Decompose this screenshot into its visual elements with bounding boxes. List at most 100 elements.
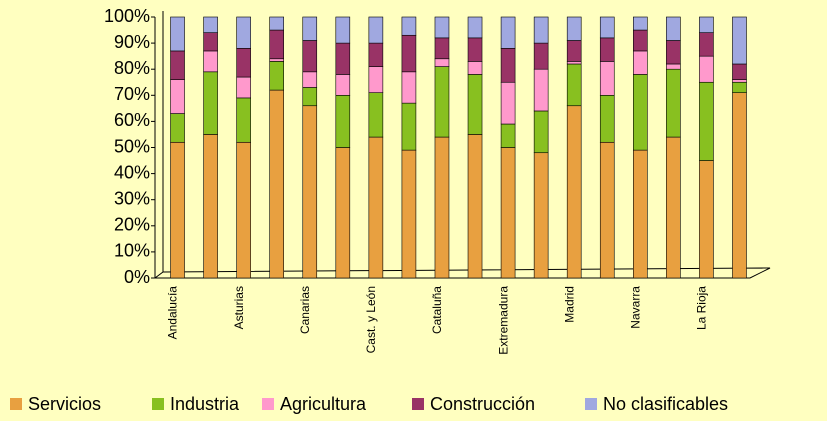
legend-swatch — [10, 398, 22, 410]
bar-segment — [434, 66, 450, 138]
bar-segment — [335, 74, 351, 96]
bar-segment — [302, 16, 318, 41]
bar-segment — [302, 87, 318, 107]
bar-segment — [699, 55, 714, 83]
x-tick-label: Cast. y León — [364, 286, 378, 353]
bar-segment — [467, 134, 483, 279]
bar-segment — [170, 16, 185, 52]
bar-segment — [434, 37, 450, 60]
legend-label: Construcción — [430, 394, 535, 414]
bar-segment — [732, 63, 747, 80]
floor — [153, 267, 771, 279]
bar-segment — [467, 74, 483, 135]
y-tick-label: 70% — [114, 84, 150, 104]
bar-segment — [500, 16, 516, 49]
bar-segment — [732, 79, 747, 83]
y-tick-label: 80% — [114, 58, 150, 78]
bar-segment — [467, 61, 483, 75]
bar-segment — [666, 68, 681, 138]
bar-segment — [269, 16, 284, 31]
bar-segment — [633, 74, 648, 151]
bar-segment — [699, 16, 714, 33]
legend-label: Agricultura — [280, 394, 367, 414]
bar-segment — [302, 40, 318, 73]
bar-segment — [566, 105, 582, 279]
x-tick-label: Navarra — [628, 286, 642, 329]
bar-segment — [533, 68, 549, 112]
x-tick-label: Andalucía — [166, 286, 180, 340]
x-tick-label: Madrid — [562, 286, 576, 323]
bar-segment — [566, 16, 582, 41]
bar-segment — [236, 97, 251, 143]
bar-segment — [533, 42, 549, 70]
legend-swatch — [412, 398, 424, 410]
bar-segment — [599, 37, 615, 62]
x-tick-label: La Rioja — [695, 286, 709, 330]
bar-segment — [236, 141, 251, 279]
bar-segment — [269, 58, 284, 62]
y-tick-label: 30% — [114, 188, 150, 208]
y-tick-label: 90% — [114, 32, 150, 52]
bar-segment — [599, 141, 615, 279]
bar-segment — [368, 92, 384, 138]
bar-segment — [335, 42, 351, 75]
bar-segment — [434, 16, 450, 39]
bar-segment — [203, 71, 218, 135]
bar-segment — [368, 66, 384, 93]
bar-segment — [533, 152, 549, 279]
legend-swatch — [152, 398, 164, 410]
bar-segment — [368, 42, 384, 67]
bar-segment — [335, 147, 351, 279]
x-tick-label: Canarias — [298, 286, 312, 334]
bar-segment — [633, 16, 648, 31]
bar-segment — [666, 40, 681, 65]
bar-segment — [699, 81, 714, 161]
legend-label: Industria — [170, 394, 240, 414]
bar-segment — [599, 61, 615, 96]
bar-segment — [269, 89, 284, 279]
bar-segment — [434, 58, 450, 67]
y-tick-label: 0% — [124, 267, 150, 287]
legend-label: No clasificables — [603, 394, 728, 414]
bar-segment — [666, 63, 681, 70]
bar-segment — [236, 16, 251, 49]
y-tick-label: 20% — [114, 215, 150, 235]
bar-segment — [699, 32, 714, 57]
bar-segment — [434, 136, 450, 279]
bar-segment — [335, 16, 351, 44]
bar-segment — [566, 40, 582, 62]
bar-segment — [170, 50, 185, 80]
bar-segment — [666, 136, 681, 279]
y-tick-label: 60% — [114, 110, 150, 130]
bar-segment — [566, 63, 582, 107]
y-tick-label: 10% — [114, 241, 150, 261]
bar-segment — [335, 95, 351, 148]
x-tick-label: Asturias — [232, 286, 246, 329]
y-tick-label: 40% — [114, 162, 150, 182]
bar-segment — [467, 37, 483, 62]
legend-swatch — [262, 398, 274, 410]
bar-segment — [236, 48, 251, 78]
bar-segment — [302, 71, 318, 88]
bar-segment — [302, 105, 318, 279]
bar-segment — [633, 29, 648, 52]
bar-segment — [666, 16, 681, 41]
bar-segment — [500, 123, 516, 148]
bar-segment — [533, 16, 549, 44]
bar-segment — [599, 95, 615, 143]
legend-swatch — [585, 398, 597, 410]
bar-segment — [236, 76, 251, 99]
bar-segment — [170, 141, 185, 279]
bar-segment — [401, 71, 417, 104]
bar-segment — [401, 149, 417, 279]
bar-segment — [401, 102, 417, 151]
bar-segment — [368, 136, 384, 279]
bar-segment — [500, 81, 516, 125]
bar-segment — [732, 81, 747, 93]
bar-segment — [467, 16, 483, 39]
bar-segment — [699, 160, 714, 279]
bar-segment — [401, 16, 417, 36]
bar-segment — [633, 149, 648, 279]
bar-segment — [203, 16, 218, 33]
